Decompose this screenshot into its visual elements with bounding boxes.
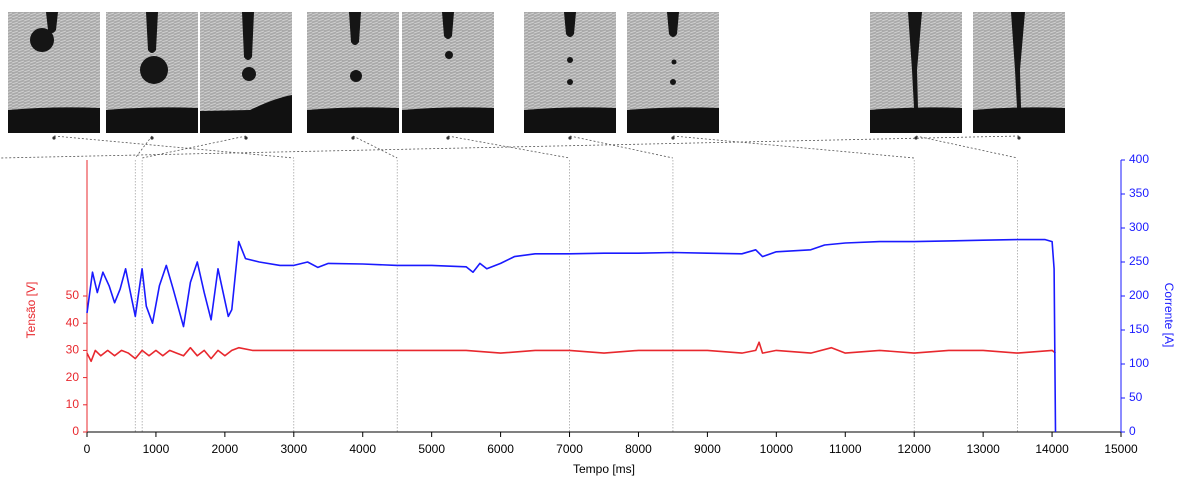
y2-tick-label: 200 — [1129, 288, 1149, 302]
thumb-droplet — [242, 67, 256, 81]
thumb-base — [200, 95, 292, 133]
thumb-droplet — [445, 51, 453, 59]
y-tick-label: 0 — [72, 424, 79, 438]
x-axis-title: Tempo [ms] — [573, 462, 635, 476]
thumbnail — [870, 12, 962, 133]
callout-arrow-head — [446, 136, 450, 140]
callout-arrow — [447, 135, 570, 159]
callout-arrow-head — [150, 136, 154, 140]
callout-arrow — [142, 135, 247, 159]
callout-arrow — [0, 135, 1020, 159]
thumb-electrode — [146, 12, 158, 53]
y-tick-label: 50 — [66, 288, 80, 302]
thumb-droplet — [670, 79, 676, 85]
thumbnail — [402, 12, 494, 133]
y2-tick-label: 300 — [1129, 220, 1149, 234]
series-line — [86, 341, 1056, 363]
x-tick-label: 0 — [84, 442, 91, 456]
y2-tick-label: 350 — [1129, 186, 1149, 200]
callout-arrow — [915, 135, 1018, 159]
y-tick-label: 20 — [66, 370, 80, 384]
thumb-wire — [908, 12, 922, 108]
callout-arrow — [352, 135, 398, 159]
y2-tick-label: 100 — [1129, 356, 1149, 370]
callout-arrow-head — [52, 136, 56, 140]
callout-arrow-head — [914, 136, 918, 140]
thumb-base — [627, 107, 719, 133]
thumbnail — [973, 12, 1065, 133]
x-tick-label: 5000 — [418, 442, 445, 456]
y2-tick-label: 250 — [1129, 254, 1149, 268]
x-tick-label: 14000 — [1035, 442, 1069, 456]
thumb-electrode — [349, 12, 361, 45]
x-tick-label: 13000 — [966, 442, 1000, 456]
y2-tick-label: 50 — [1129, 390, 1143, 404]
thumbnail — [524, 12, 616, 133]
callout-arrow-head — [671, 136, 675, 140]
callout-arrow-head — [568, 136, 572, 140]
thumbnail — [627, 12, 719, 133]
x-tick-label: 1000 — [143, 442, 170, 456]
thumb-electrode — [564, 12, 576, 37]
callout-arrow-head — [1017, 136, 1021, 140]
thumb-droplet — [671, 59, 677, 65]
callout-arrow — [569, 135, 674, 159]
thumbnail — [307, 12, 399, 133]
x-tick-label: 15000 — [1104, 442, 1138, 456]
x-tick-label: 11000 — [829, 442, 862, 456]
callout-arrow — [53, 135, 294, 159]
x-tick-label: 3000 — [280, 442, 307, 456]
callout-arrow — [672, 135, 915, 159]
thumb-base — [106, 107, 198, 133]
thumb-droplet — [567, 57, 573, 63]
thumb-droplet — [30, 28, 54, 52]
thumbnail — [106, 12, 198, 133]
thumb-electrode — [242, 12, 254, 60]
y-axis-title: Tensão [V] — [24, 282, 38, 339]
y2-axis-title: Corrente [A] — [1162, 283, 1176, 348]
callout-arrow — [134, 135, 153, 159]
thumb-droplet — [140, 56, 168, 84]
thumb-electrode — [46, 12, 58, 33]
x-tick-label: 4000 — [349, 442, 376, 456]
thumbnail — [8, 12, 100, 133]
x-tick-label: 6000 — [487, 442, 514, 456]
thumb-base — [8, 107, 100, 133]
series-line — [86, 238, 1057, 433]
y-tick-label: 10 — [66, 397, 80, 411]
x-tick-label: 9000 — [694, 442, 721, 456]
thumbnail — [200, 12, 292, 133]
thumb-droplet — [350, 70, 362, 82]
y2-tick-label: 400 — [1129, 152, 1149, 166]
thumb-droplet — [567, 79, 573, 85]
x-tick-label: 2000 — [212, 442, 239, 456]
x-tick-label: 10000 — [760, 442, 794, 456]
x-tick-label: 8000 — [625, 442, 652, 456]
thumb-base — [402, 107, 494, 133]
y2-tick-label: 0 — [1129, 424, 1136, 438]
y-tick-label: 40 — [66, 315, 80, 329]
x-tick-label: 12000 — [898, 442, 932, 456]
thumb-base — [524, 107, 616, 133]
thumb-wire — [1011, 12, 1025, 108]
thumb-base — [870, 107, 962, 133]
callout-arrow-head — [244, 136, 248, 140]
thumb-electrode — [667, 12, 679, 37]
y2-tick-label: 150 — [1129, 322, 1149, 336]
thumb-electrode — [442, 12, 454, 39]
thumb-base — [307, 107, 399, 133]
callout-arrow-head — [351, 136, 355, 140]
y-tick-label: 30 — [66, 343, 80, 357]
thumb-base — [973, 107, 1065, 133]
x-tick-label: 7000 — [556, 442, 583, 456]
